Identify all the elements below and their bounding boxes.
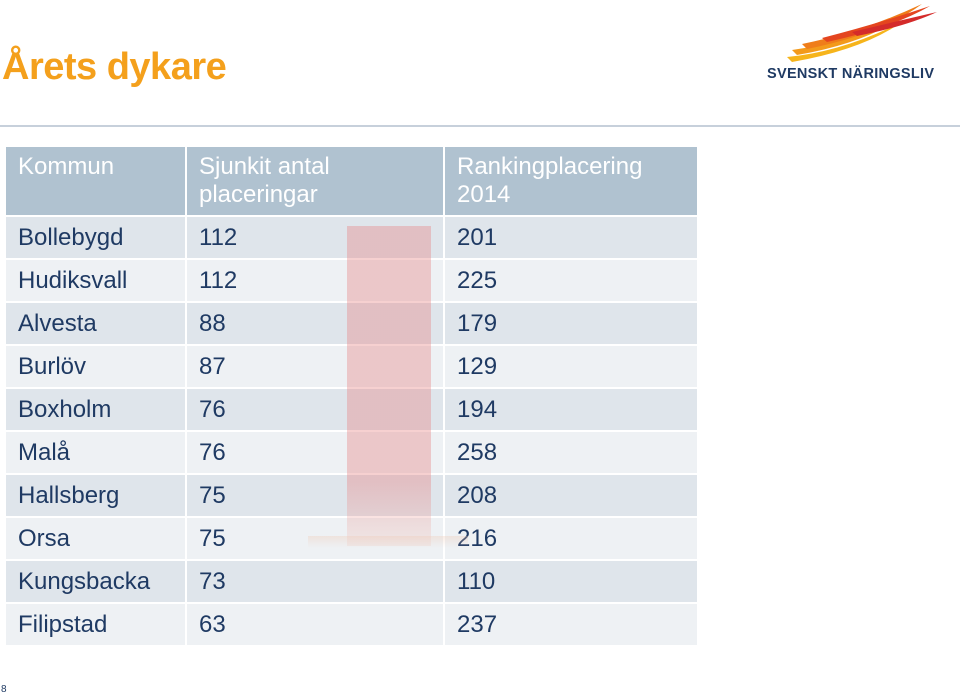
table-row: Hallsberg 75 208 <box>6 475 697 518</box>
cell-ranking: 194 <box>445 389 697 432</box>
cell-kommun: Hallsberg <box>6 475 187 518</box>
column-header-sjunkit: Sjunkit antal placeringar <box>187 147 445 217</box>
cell-kommun: Kungsbacka <box>6 561 187 604</box>
table-row: Filipstad 63 237 <box>6 604 697 647</box>
ranking-table: Kommun Sjunkit antal placeringar Ranking… <box>6 147 697 647</box>
table-row-highlighted: Burlöv 87 129 <box>6 346 697 389</box>
table-row: Hudiksvall 112 225 <box>6 260 697 303</box>
cell-kommun: Orsa <box>6 518 187 561</box>
cell-sjunkit: 76 <box>187 432 445 475</box>
cell-kommun: Burlöv <box>6 346 187 389</box>
table-row: Malå 76 258 <box>6 432 697 475</box>
cell-kommun: Filipstad <box>6 604 187 647</box>
cell-sjunkit: 75 <box>187 475 445 518</box>
table-header-row: Kommun Sjunkit antal placeringar Ranking… <box>6 147 697 217</box>
cell-kommun: Malå <box>6 432 187 475</box>
cell-ranking: 201 <box>445 217 697 260</box>
cell-ranking: 129 <box>445 346 697 389</box>
table-row: Kungsbacka 73 110 <box>6 561 697 604</box>
table-row: Bollebygd 112 201 <box>6 217 697 260</box>
cell-sjunkit: 75 <box>187 518 445 561</box>
table-row: Boxholm 76 194 <box>6 389 697 432</box>
table-row: Alvesta 88 179 <box>6 303 697 346</box>
cell-kommun: Hudiksvall <box>6 260 187 303</box>
cell-sjunkit: 112 <box>187 260 445 303</box>
column-header-kommun: Kommun <box>6 147 187 217</box>
cell-ranking: 216 <box>445 518 697 561</box>
cell-sjunkit: 63 <box>187 604 445 647</box>
cell-ranking: 208 <box>445 475 697 518</box>
cell-ranking: 179 <box>445 303 697 346</box>
cell-sjunkit: 112 <box>187 217 445 260</box>
swoosh-logo-icon <box>787 4 937 62</box>
cell-sjunkit: 76 <box>187 389 445 432</box>
logo-text: SVENSKT NÄRINGSLIV <box>767 66 935 82</box>
cell-kommun: Alvesta <box>6 303 187 346</box>
header-divider <box>0 125 960 127</box>
cell-ranking: 258 <box>445 432 697 475</box>
cell-sjunkit: 87 <box>187 346 445 389</box>
table-row: Orsa 75 216 <box>6 518 697 561</box>
page-number: 8 <box>1 684 7 695</box>
column-header-ranking: Rankingplacering 2014 <box>445 147 697 217</box>
cell-kommun: Boxholm <box>6 389 187 432</box>
cell-sjunkit: 88 <box>187 303 445 346</box>
cell-ranking: 110 <box>445 561 697 604</box>
cell-ranking: 225 <box>445 260 697 303</box>
cell-sjunkit: 73 <box>187 561 445 604</box>
cell-kommun: Bollebygd <box>6 217 187 260</box>
cell-ranking: 237 <box>445 604 697 647</box>
page-title: Årets dykare <box>2 46 227 88</box>
